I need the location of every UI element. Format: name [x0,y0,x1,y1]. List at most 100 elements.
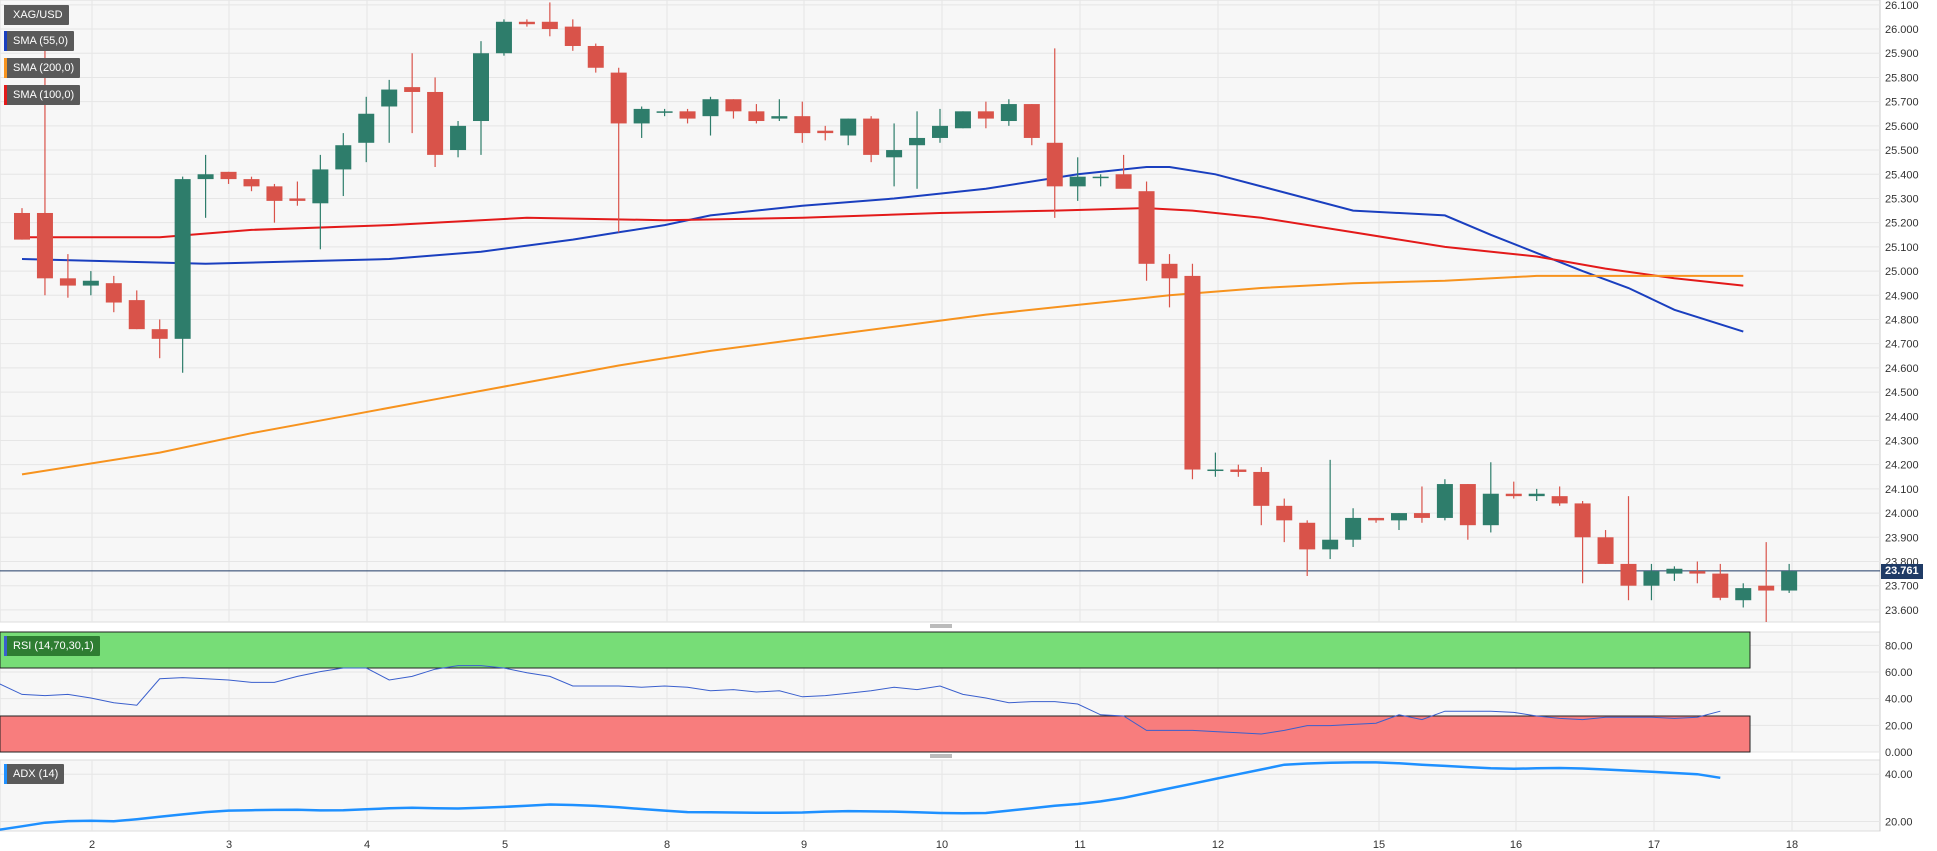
adx-label: ADX (14) [13,768,59,780]
x-tick-label: 18 [1786,839,1798,851]
price-y-tick-label: 24.700 [1885,339,1919,351]
sma100-legend[interactable]: SMA (100,0) [4,85,81,105]
candle [679,108,696,124]
candle [1069,157,1086,201]
x-tick-label: 12 [1212,839,1224,851]
candle-body [748,111,765,122]
candle [289,181,306,206]
candle [335,133,352,197]
candle [128,290,145,330]
candle [1597,530,1614,564]
candle-body [702,99,719,117]
candle-body [1115,174,1132,189]
price-y-tick-label: 26.000 [1885,24,1919,36]
panel-resize-handle [930,624,952,628]
candle [1253,467,1270,526]
candle-body [817,130,834,134]
candle-body [1528,493,1545,497]
rsi-y-tick-label: 80.00 [1885,640,1913,652]
candle-body [36,212,53,279]
candle-body [1345,517,1362,540]
price-y-tick-label: 23.900 [1885,532,1919,544]
candle-body [886,150,903,158]
candle-body [1184,275,1201,470]
candle-body [197,174,214,180]
sma55-line [21,166,1744,333]
candle-body [220,171,237,180]
candle [1505,481,1522,499]
candle [725,99,742,119]
price-y-tick-label: 25.100 [1885,242,1919,254]
sma55-legend[interactable]: SMA (55,0) [4,31,75,51]
rsi-legend[interactable]: RSI (14,70,30,1) [4,636,100,656]
candle-body [1597,537,1614,564]
price-y-tick-label: 25.800 [1885,72,1919,84]
rsi-y-tick-label: 40.00 [1885,694,1913,706]
price-y-tick-label: 25.300 [1885,193,1919,205]
candle [1207,452,1224,477]
candle-body [1413,513,1430,518]
candle [1276,498,1293,543]
candle-body [450,125,467,151]
y-axis-ticks: 26.100 26.000 25.900 25.800 25.700 25.600 25.5… [1885,0,1919,829]
price-y-tick-label: 23.700 [1885,581,1919,593]
candle [587,43,604,73]
symbol-badge[interactable]: XAG/USD [4,5,69,25]
candle-body [1735,588,1752,601]
candle-body [633,108,650,124]
candle [220,171,237,184]
x-tick-label: 4 [364,839,370,851]
adx-y-tick-label: 40.00 [1885,769,1913,781]
candle [404,53,421,134]
adx-line [0,761,1721,831]
price-y-tick-label: 23.600 [1885,605,1919,617]
price-y-tick-label: 24.200 [1885,460,1919,472]
sma100-label: SMA (100,0) [13,89,75,101]
candle-body [1161,263,1178,279]
candle [541,2,558,37]
candle-body [1207,469,1224,472]
price-y-tick-label: 25.900 [1885,48,1919,60]
main-panel-bg [0,0,1881,623]
candle-body [610,72,627,124]
x-tick-label: 2 [89,839,95,851]
candle [1161,254,1178,308]
price-y-tick-label: 24.300 [1885,435,1919,447]
candle [1643,563,1660,601]
rsi-line [0,665,1721,735]
candle [1735,583,1752,608]
candle-body [473,53,489,122]
candle [1689,561,1706,584]
candle-body [541,21,558,30]
x-tick-label: 8 [664,839,670,851]
candle-body [1758,585,1775,591]
rsi-zones [0,631,1751,753]
candle [748,104,765,124]
candle [817,125,834,141]
candle-body [82,280,99,286]
candle-body [1069,176,1086,187]
candle [1551,486,1568,506]
price-y-tick-label: 25.200 [1885,218,1919,230]
candle [1230,464,1247,477]
x-tick-label: 10 [936,839,948,851]
candle [1436,479,1453,521]
price-y-tick-label: 24.600 [1885,363,1919,375]
candle-body [1276,505,1293,521]
candle [518,19,535,27]
candle [82,271,99,296]
price-y-tick-label: 24.800 [1885,314,1919,326]
adx-legend[interactable]: ADX (14) [4,764,65,784]
x-tick-label: 15 [1373,839,1385,851]
candle-body [381,89,398,107]
candle-body [289,198,306,201]
rsi-y-tick-label: 0.000 [1885,747,1913,759]
sma200-color-swatch [4,58,7,78]
candles [14,2,1798,622]
candle-body [1574,503,1591,538]
sma200-legend[interactable]: SMA (200,0) [4,58,81,78]
price-y-tick-label: 25.600 [1885,121,1919,133]
candle [1023,104,1040,146]
